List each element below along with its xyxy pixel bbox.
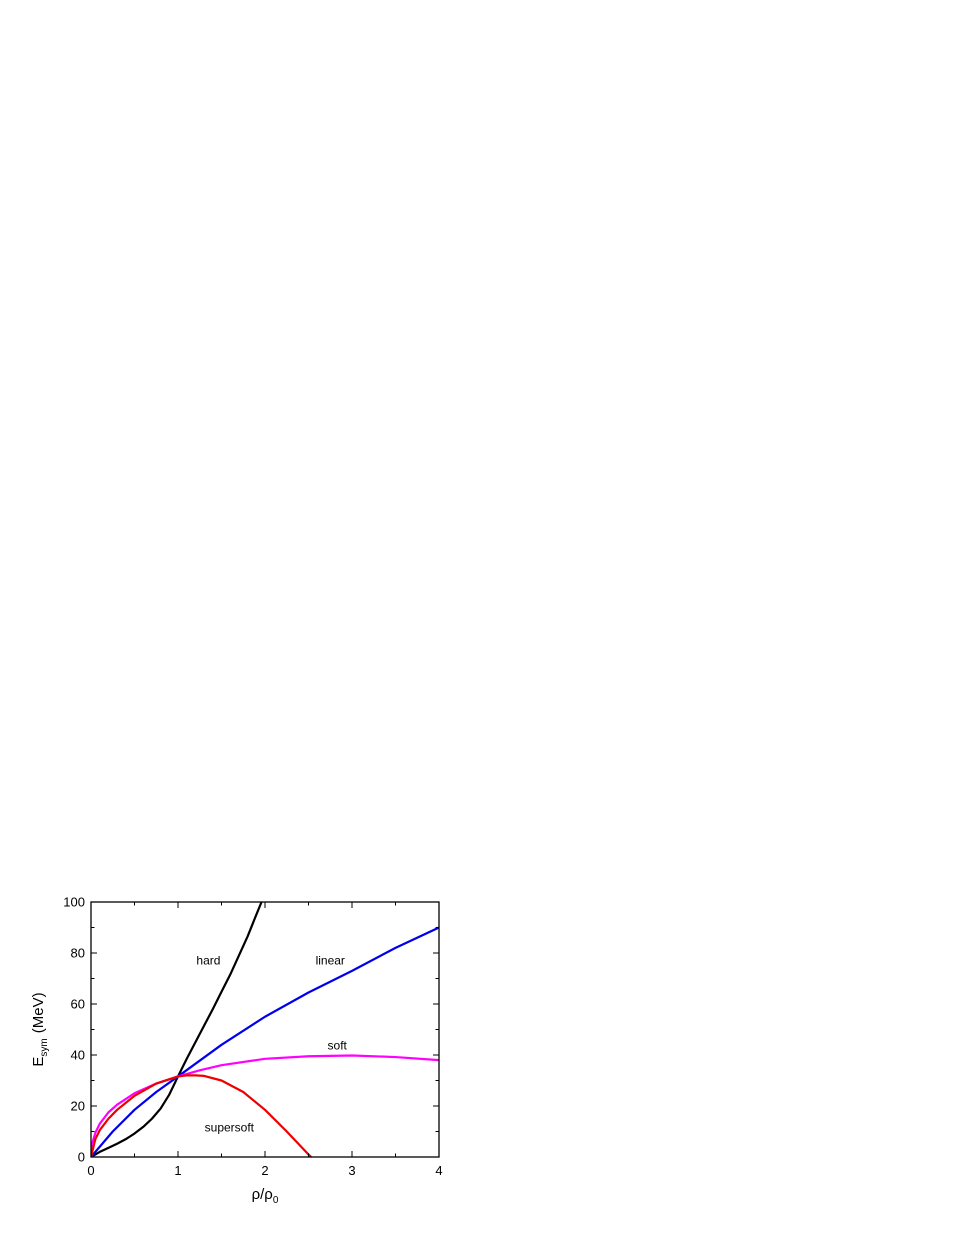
annotation-linear: linear: [316, 953, 345, 967]
annotation-supersoft: supersoft: [205, 1121, 255, 1135]
annotation-hard: hard: [196, 953, 220, 967]
y-tick-label: 100: [63, 895, 85, 910]
x-tick-label: 1: [174, 1163, 181, 1178]
y-tick-label: 40: [71, 1048, 85, 1063]
series-line-soft: [91, 1054, 439, 1157]
x-tick-label: 2: [261, 1163, 268, 1178]
annotation-soft: soft: [328, 1038, 348, 1052]
series-line-hard: [91, 902, 263, 1157]
y-tick-label: 60: [71, 997, 85, 1012]
x-tick-label: 0: [87, 1163, 94, 1178]
x-axis-label: ρ/ρ0: [252, 1186, 279, 1206]
y-tick-label: 80: [71, 946, 85, 961]
x-tick-label: 3: [348, 1163, 355, 1178]
annotation-layer: hard linear soft supersoft: [196, 953, 347, 1134]
series-line-supersoft: [91, 1074, 313, 1157]
series-line-linear: [91, 926, 439, 1157]
y-tick-label: 20: [71, 1099, 85, 1114]
y-tick-label: 0: [78, 1150, 85, 1165]
x-tick-label: 4: [435, 1163, 442, 1178]
series-layer: [91, 902, 439, 1157]
plot-frame: [90, 901, 440, 1158]
y-axis-label: Esym(MeV): [30, 992, 50, 1066]
